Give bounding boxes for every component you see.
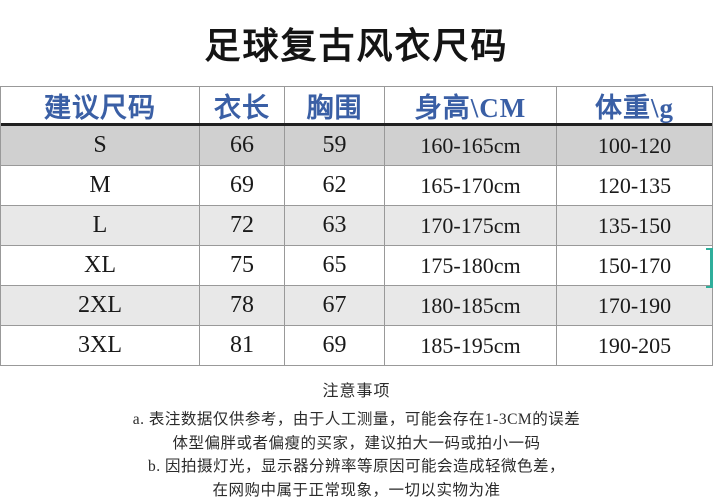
title-bar: 足球复古风衣尺码 [0, 0, 713, 86]
cell-size: XL [1, 246, 200, 285]
table-header-row: 建议尺码 衣长 胸围 身高\CM 体重\g [1, 87, 712, 126]
note-line: 在网购中属于正常现象，一切以实物为准 [0, 479, 713, 502]
cell-length: 78 [200, 286, 285, 325]
cell-chest: 63 [285, 206, 385, 245]
column-header-size: 建议尺码 [1, 87, 200, 123]
cell-size: S [1, 126, 200, 165]
table-row-xl: XL 75 65 175-180cm 150-170 [1, 246, 712, 286]
cell-size: 2XL [1, 286, 200, 325]
size-table: 建议尺码 衣长 胸围 身高\CM 体重\g S 66 59 160-165cm … [0, 86, 713, 366]
cell-length: 72 [200, 206, 285, 245]
note-line: 体型偏胖或者偏瘦的买家，建议拍大一码或拍小一码 [0, 432, 713, 456]
cell-chest: 59 [285, 126, 385, 165]
cell-height: 180-185cm [385, 286, 557, 325]
column-header-length: 衣长 [200, 87, 285, 123]
table-row-l: L 72 63 170-175cm 135-150 [1, 206, 712, 246]
cell-chest: 69 [285, 326, 385, 365]
cell-length: 66 [200, 126, 285, 165]
cell-weight: 100-120 [557, 126, 712, 165]
cell-height: 160-165cm [385, 126, 557, 165]
notes-section: 注意事项 a. 表注数据仅供参考，由于人工测量，可能会存在1-3CM的误差 体型… [0, 366, 713, 502]
cell-length: 75 [200, 246, 285, 285]
note-line: b. 因拍摄灯光，显示器分辨率等原因可能会造成轻微色差， [0, 455, 713, 479]
cell-chest: 62 [285, 166, 385, 205]
cell-height: 175-180cm [385, 246, 557, 285]
column-header-weight: 体重\g [557, 87, 712, 123]
cell-chest: 65 [285, 246, 385, 285]
cell-height: 185-195cm [385, 326, 557, 365]
cell-size: 3XL [1, 326, 200, 365]
note-line: a. 表注数据仅供参考，由于人工测量，可能会存在1-3CM的误差 [0, 408, 713, 432]
cell-weight: 120-135 [557, 166, 712, 205]
cell-weight: 190-205 [557, 326, 712, 365]
column-header-height: 身高\CM [385, 87, 557, 123]
page-title: 足球复古风衣尺码 [204, 17, 508, 69]
column-header-chest: 胸围 [285, 87, 385, 123]
notes-heading: 注意事项 [0, 377, 713, 401]
table-row-s: S 66 59 160-165cm 100-120 [1, 126, 712, 166]
cell-chest: 67 [285, 286, 385, 325]
table-row-m: M 69 62 165-170cm 120-135 [1, 166, 712, 206]
cell-length: 81 [200, 326, 285, 365]
cell-weight: 150-170 [557, 246, 712, 285]
cell-height: 165-170cm [385, 166, 557, 205]
cell-weight: 170-190 [557, 286, 712, 325]
table-row-3xl: 3XL 81 69 185-195cm 190-205 [1, 326, 712, 366]
table-row-2xl: 2XL 78 67 180-185cm 170-190 [1, 286, 712, 326]
cell-size: M [1, 166, 200, 205]
cell-length: 69 [200, 166, 285, 205]
cell-height: 170-175cm [385, 206, 557, 245]
cell-weight: 135-150 [557, 206, 712, 245]
cell-size: L [1, 206, 200, 245]
